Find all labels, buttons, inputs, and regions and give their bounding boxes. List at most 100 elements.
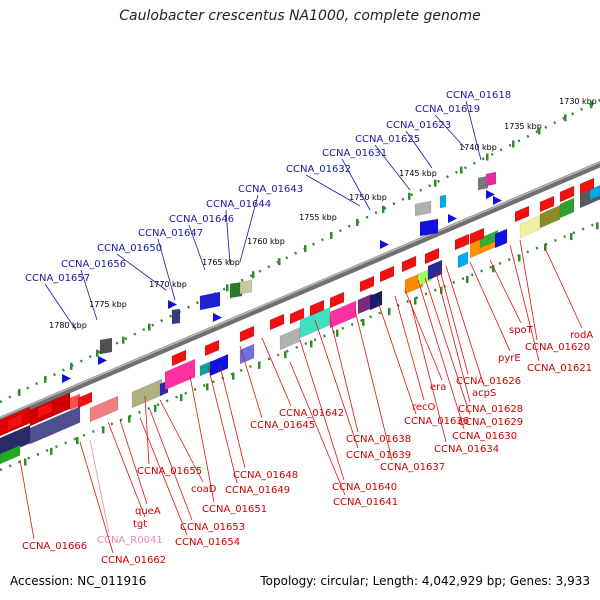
gene-feature bbox=[269, 313, 285, 331]
lower-leader-line bbox=[79, 441, 114, 554]
scale-tick-mark bbox=[356, 218, 359, 226]
upper-gene-label: CCNA_01643 bbox=[238, 184, 303, 195]
lower-leader-line bbox=[89, 439, 110, 534]
lower-gene-label: CCNA_01630 bbox=[452, 431, 517, 442]
lower-gene-label: CCNA_01639 bbox=[346, 450, 411, 461]
upper-gene-label: CCNA_01644 bbox=[206, 199, 271, 210]
gene-feature bbox=[539, 195, 555, 213]
scale-tick-mark bbox=[460, 166, 463, 174]
gene-feature bbox=[229, 281, 243, 299]
upper-gene-label: CCNA_01657 bbox=[25, 273, 90, 284]
lower-gene-label: CCNA_01653 bbox=[180, 522, 245, 533]
scale-tick-mark bbox=[596, 222, 599, 230]
lower-leader-line bbox=[107, 421, 146, 518]
gene-feature bbox=[369, 290, 383, 311]
lower-gene-label: CCNA_01628 bbox=[458, 404, 523, 415]
gene-feature bbox=[439, 194, 447, 209]
upper-leader-line bbox=[405, 130, 433, 169]
scale-tick-mark bbox=[206, 383, 209, 391]
gene-feature bbox=[239, 325, 255, 343]
scale-tick-mark bbox=[70, 362, 73, 370]
upper-gene-label: CCNA_01656 bbox=[61, 259, 126, 270]
gene-arrow bbox=[486, 190, 495, 199]
lower-leader-line bbox=[189, 375, 215, 503]
gene-feature bbox=[359, 275, 375, 293]
gene-feature bbox=[329, 291, 345, 309]
scale-tick-mark bbox=[304, 245, 307, 253]
scale-tick-label: 1730 kbp bbox=[559, 97, 597, 106]
lower-leader-line bbox=[329, 317, 359, 433]
lower-gene-label: CCNA_01629 bbox=[458, 417, 523, 428]
upper-gene-label: CCNA_01631 bbox=[322, 148, 387, 159]
gene-feature bbox=[494, 228, 508, 249]
upper-gene-label: CCNA_01618 bbox=[446, 90, 511, 101]
scale-tick-label: 1760 kbp bbox=[247, 237, 285, 246]
upper-gene-label: CCNA_01623 bbox=[386, 120, 451, 131]
gene-feature bbox=[427, 259, 443, 281]
scale-tick-mark bbox=[336, 329, 339, 337]
gene-feature bbox=[559, 185, 575, 203]
upper-leader-line bbox=[239, 194, 259, 263]
lower-leader-line bbox=[394, 295, 425, 401]
scale-tick-label: 1775 kbp bbox=[89, 300, 127, 309]
lower-leader-line bbox=[149, 409, 193, 521]
lower-leader-line bbox=[377, 301, 417, 415]
upper-gene-label: CCNA_01619 bbox=[415, 104, 480, 115]
scale-tick-label: 1735 kbp bbox=[504, 122, 542, 131]
scale-tick-mark bbox=[538, 127, 541, 135]
lower-gene-label: CCNA_01662 bbox=[101, 555, 166, 566]
gene-feature bbox=[589, 185, 600, 201]
upper-leader-line bbox=[188, 224, 206, 271]
scale-tick-mark bbox=[76, 437, 79, 445]
scale-tick-mark bbox=[564, 114, 567, 122]
lower-strand-genes bbox=[0, 177, 600, 465]
lower-leader-line bbox=[435, 271, 471, 403]
upper-leader-line bbox=[116, 253, 167, 291]
scale-tick-mark bbox=[544, 243, 547, 251]
lower-gene-label: queA bbox=[135, 506, 161, 517]
gene-arrow bbox=[62, 374, 71, 383]
lower-leader-line bbox=[289, 361, 346, 496]
gene-arrow bbox=[213, 313, 222, 322]
gene-feature bbox=[414, 200, 432, 217]
lower-leader-line bbox=[417, 279, 465, 430]
gene-feature bbox=[209, 353, 229, 377]
gene-feature bbox=[89, 395, 119, 423]
scale-tick-mark bbox=[180, 394, 183, 402]
scale-tick-mark bbox=[278, 258, 281, 266]
lower-leader-line bbox=[139, 417, 188, 536]
gene-feature bbox=[424, 247, 440, 265]
lower-leader-line bbox=[489, 259, 522, 324]
upper-gene-label: CCNA_01646 bbox=[169, 214, 234, 225]
lower-gene-label: CCNA_01648 bbox=[233, 470, 298, 481]
gene-feature bbox=[171, 308, 181, 325]
lower-gene-label: CCNA_01651 bbox=[202, 504, 267, 515]
gene-feature bbox=[309, 299, 325, 317]
scale-tick-mark bbox=[512, 140, 515, 148]
upper-leader-line bbox=[305, 174, 361, 207]
lower-leader-line bbox=[19, 459, 35, 540]
upper-leader-line bbox=[44, 283, 77, 331]
lower-gene-label: CCNA_01666 bbox=[22, 541, 87, 552]
upper-gene-label: CCNA_01632 bbox=[286, 164, 351, 175]
gene-arrow bbox=[168, 300, 177, 309]
scale-tick-label: 1770 kbp bbox=[149, 280, 187, 289]
scale-tick-mark bbox=[330, 232, 333, 240]
gene-feature bbox=[379, 265, 395, 283]
scale-tick-mark bbox=[492, 265, 495, 273]
scale-tick-label: 1745 kbp bbox=[399, 169, 437, 178]
genome-backbone-highlight bbox=[0, 161, 600, 419]
gene-feature bbox=[239, 279, 253, 295]
gene-arrow bbox=[98, 356, 107, 365]
scale-tick-mark bbox=[232, 372, 235, 380]
scale-tick-mark bbox=[44, 375, 47, 383]
upper-leader-line bbox=[157, 238, 176, 301]
lower-leader-line bbox=[207, 365, 238, 484]
upper-leader-line bbox=[434, 114, 466, 149]
lower-leader-line bbox=[409, 299, 447, 443]
scale-tick-mark bbox=[570, 233, 573, 241]
gene-feature bbox=[519, 215, 541, 239]
gene-feature bbox=[457, 251, 469, 269]
scale-tick-mark bbox=[252, 271, 255, 279]
lower-gene-label: CCNA_01645 bbox=[250, 420, 315, 431]
